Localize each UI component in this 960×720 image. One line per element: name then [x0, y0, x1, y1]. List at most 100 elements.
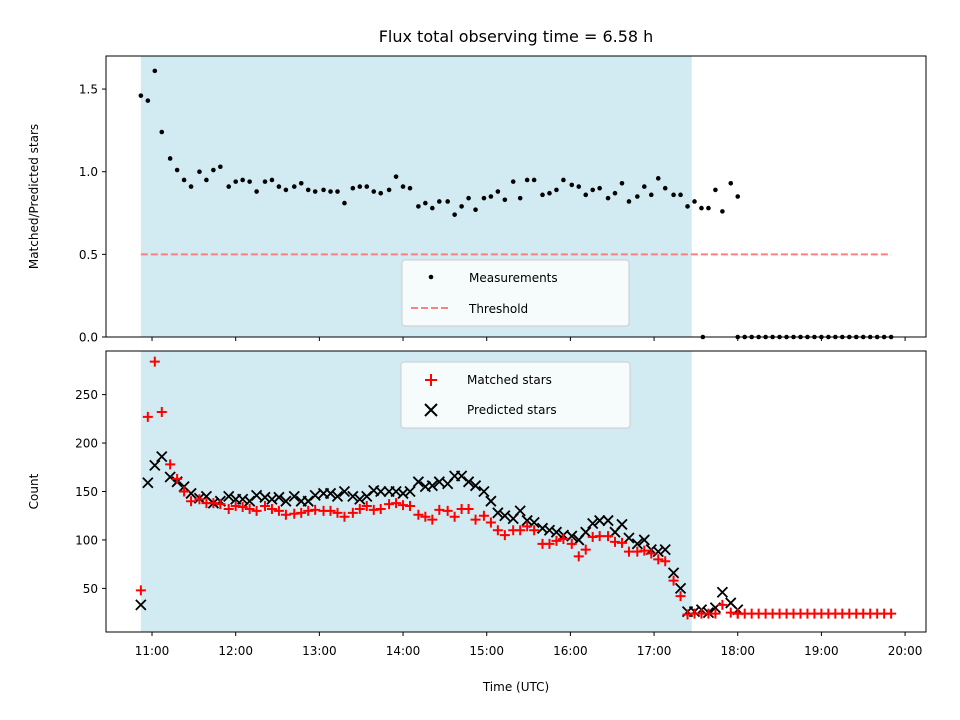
matched-star-point [551, 535, 562, 546]
predicted-star-point [309, 489, 321, 502]
matched-star-point [223, 503, 234, 514]
measurement-point [152, 68, 158, 74]
predicted-star-point [566, 530, 578, 542]
measurement-point [473, 207, 478, 213]
matched-star-point [361, 501, 372, 512]
predicted-star-point [324, 487, 337, 500]
measurement-point [488, 194, 494, 199]
predicted-star-point [499, 510, 511, 522]
top-ytick-label: 0.0 [79, 331, 98, 345]
top-legend-box [401, 259, 630, 327]
measurement-points [138, 68, 894, 340]
matched-star-point [639, 545, 650, 556]
matched-star-point [616, 537, 627, 548]
matched-star-point [886, 608, 897, 619]
top-ytick-label: 1.0 [79, 165, 98, 179]
matched-star-point [566, 538, 577, 549]
measurement-point [605, 195, 611, 201]
measurement-point [678, 192, 683, 198]
predicted-star-point [250, 489, 263, 502]
measurement-point [204, 177, 209, 183]
matched-star-point [280, 509, 291, 520]
measurement-point [597, 185, 602, 191]
legend-predicted-marker [424, 403, 438, 417]
matched-star-point [499, 530, 510, 541]
measurement-point [466, 195, 471, 201]
matched-star-point [296, 507, 307, 518]
matched-star-point [375, 503, 386, 514]
predicted-star-point [433, 476, 445, 488]
bot-ytick-label: 250 [75, 388, 98, 402]
measurement-point [561, 177, 566, 183]
matched-star-point [660, 556, 671, 567]
xtick-label: 17:00 [637, 644, 672, 658]
top-y-ticks: 0.0 0.5 1.0 1.5 [79, 83, 106, 345]
predicted-star-point [514, 505, 526, 517]
measurement-point [364, 184, 370, 189]
matched-star-point [244, 503, 255, 514]
matched-star-point [194, 494, 205, 505]
predicted-star-point [426, 480, 438, 492]
matched-star-point [332, 507, 343, 518]
measurement-point [547, 190, 552, 196]
measurement-point [641, 184, 647, 189]
predicted-star-point [288, 490, 300, 502]
legend-matched-marker [425, 374, 437, 386]
measurement-point [291, 184, 297, 189]
predicted-star-point [485, 495, 497, 507]
measurement-point [181, 177, 187, 183]
matched-star-point [266, 503, 277, 514]
matched-star-point [544, 538, 555, 549]
bottom-legend: Matched stars Predicted stars [400, 361, 631, 429]
measurement-point [626, 199, 632, 204]
matched-star-point [310, 504, 321, 515]
predicted-star-point [390, 485, 402, 498]
matched-star-point [179, 486, 190, 497]
predicted-star-point [259, 491, 271, 503]
measurement-point [671, 192, 676, 198]
matched-star-point [463, 503, 474, 514]
predicted-star-point [638, 534, 650, 546]
legend-predicted-label: Predicted stars [467, 403, 557, 417]
measurement-point [699, 205, 704, 211]
measurement-point [619, 180, 625, 186]
measurement-point [138, 93, 144, 98]
measurement-point [416, 204, 421, 209]
xtick-label: 11:00 [135, 644, 170, 658]
xtick-label: 19:00 [804, 644, 839, 658]
measurement-point [350, 185, 356, 191]
matched-star-point [251, 505, 262, 516]
measurement-point [531, 177, 537, 183]
matched-star-point [449, 511, 460, 522]
measurement-point [452, 212, 457, 217]
bottom-y-ticks: 50 100 150 200 250 [75, 388, 106, 596]
xtick-label: 12:00 [218, 644, 253, 658]
predicted-star-point [338, 485, 351, 498]
matched-star-point [142, 411, 153, 422]
predicted-star-point [273, 491, 285, 503]
legend-matched-label: Matched stars [467, 373, 552, 387]
predicted-star-point [536, 522, 549, 534]
measurement-point [662, 185, 668, 191]
predicted-star-point [616, 518, 628, 531]
predicted-star-point [331, 490, 344, 502]
predicted-star-point [164, 471, 176, 483]
predicted-star-point [478, 485, 490, 498]
matched-star-point [442, 505, 453, 516]
xtick-label: 20:00 [888, 644, 923, 658]
legend-measurements-label: Measurements [469, 271, 558, 285]
measurement-point [554, 187, 559, 193]
measurement-point [720, 209, 725, 214]
matched-star-point [478, 510, 489, 521]
measurement-point [706, 205, 711, 211]
matched-star-point [646, 548, 657, 559]
predicted-star-point [412, 476, 425, 488]
bot-ytick-label: 50 [83, 582, 98, 596]
measurement-point [247, 179, 252, 184]
matched-star-point [668, 575, 679, 586]
measurement-point [298, 180, 304, 186]
matched-star-point [558, 533, 569, 544]
measurement-point [430, 205, 435, 211]
measurement-point [685, 204, 690, 209]
measurement-point [357, 184, 363, 189]
